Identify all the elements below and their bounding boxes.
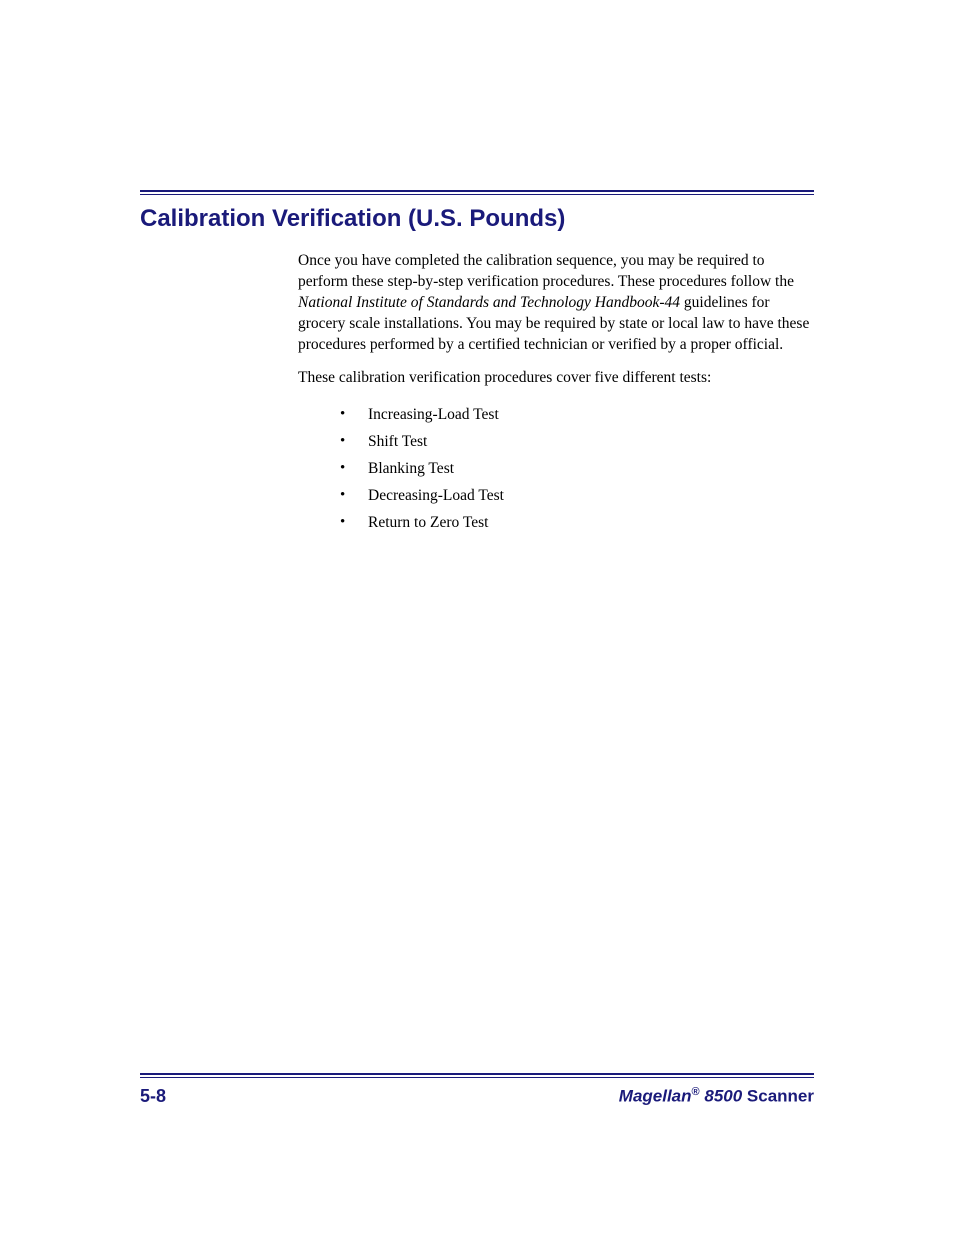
list-item: Increasing-Load Test	[340, 401, 814, 428]
handbook-title: National Institute of Standards and Tech…	[298, 294, 680, 311]
list-item: Shift Test	[340, 428, 814, 455]
page-footer: 5-8 Magellan® 8500 Scanner	[140, 1073, 814, 1107]
top-rule	[140, 190, 814, 195]
page-number: 5-8	[140, 1086, 166, 1107]
footer-model: 8500	[700, 1087, 747, 1106]
body-text-block: Once you have completed the calibration …	[298, 251, 814, 536]
list-item: Decreasing-Load Test	[340, 482, 814, 509]
list-item: Return to Zero Test	[340, 509, 814, 536]
test-list: Increasing-Load Test Shift Test Blanking…	[340, 401, 814, 537]
page-content: Calibration Verification (U.S. Pounds) O…	[140, 190, 814, 536]
para1-pre: Once you have completed the calibration …	[298, 252, 794, 290]
tests-intro-paragraph: These calibration verification procedure…	[298, 368, 814, 389]
intro-paragraph: Once you have completed the calibration …	[298, 251, 814, 356]
list-item: Blanking Test	[340, 455, 814, 482]
footer-brand: Magellan	[619, 1087, 692, 1106]
footer-product: Scanner	[747, 1087, 814, 1106]
footer-title: Magellan® 8500 Scanner	[619, 1086, 814, 1107]
bottom-rule	[140, 1073, 814, 1078]
footer-row: 5-8 Magellan® 8500 Scanner	[140, 1086, 814, 1107]
section-heading: Calibration Verification (U.S. Pounds)	[140, 205, 814, 233]
registered-mark: ®	[692, 1086, 700, 1098]
